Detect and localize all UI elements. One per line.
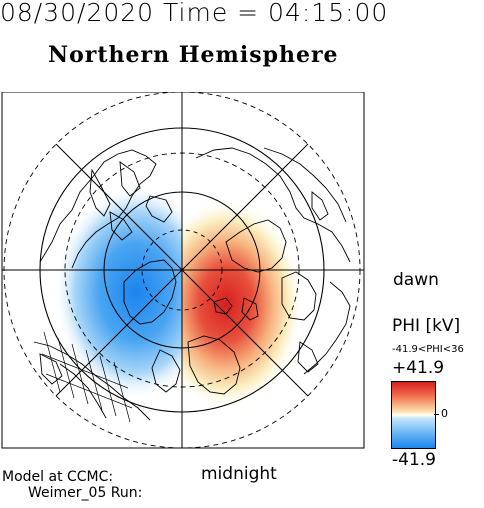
midnight-label: midnight [201,464,277,484]
colorbar-min-label: -41.9 [392,450,436,470]
colorbar-zero-label: 0 [441,407,448,420]
boundary-hatching [41,331,133,423]
colorbar-max-label: +41.9 [392,358,445,378]
potential-contours [54,184,304,410]
date-time-title: 08/30/2020 Time = 04:15:00 [0,0,389,27]
coastlines [33,147,351,421]
dawn-label: dawn [393,270,439,290]
polar-potential-map [1,92,365,449]
colorbar-title: PHI [kV] [392,316,461,336]
colorbar-zero-tick [434,414,439,415]
hemisphere-title: Northern Hemisphere [48,42,339,68]
colorbar-range-text: -41.9<PHI<36 [392,345,464,355]
colorbar [391,381,436,449]
model-label: Model at CCMC: [2,469,114,485]
longitude-lines [2,92,364,448]
run-label: Weimer_05 Run: [28,485,143,501]
